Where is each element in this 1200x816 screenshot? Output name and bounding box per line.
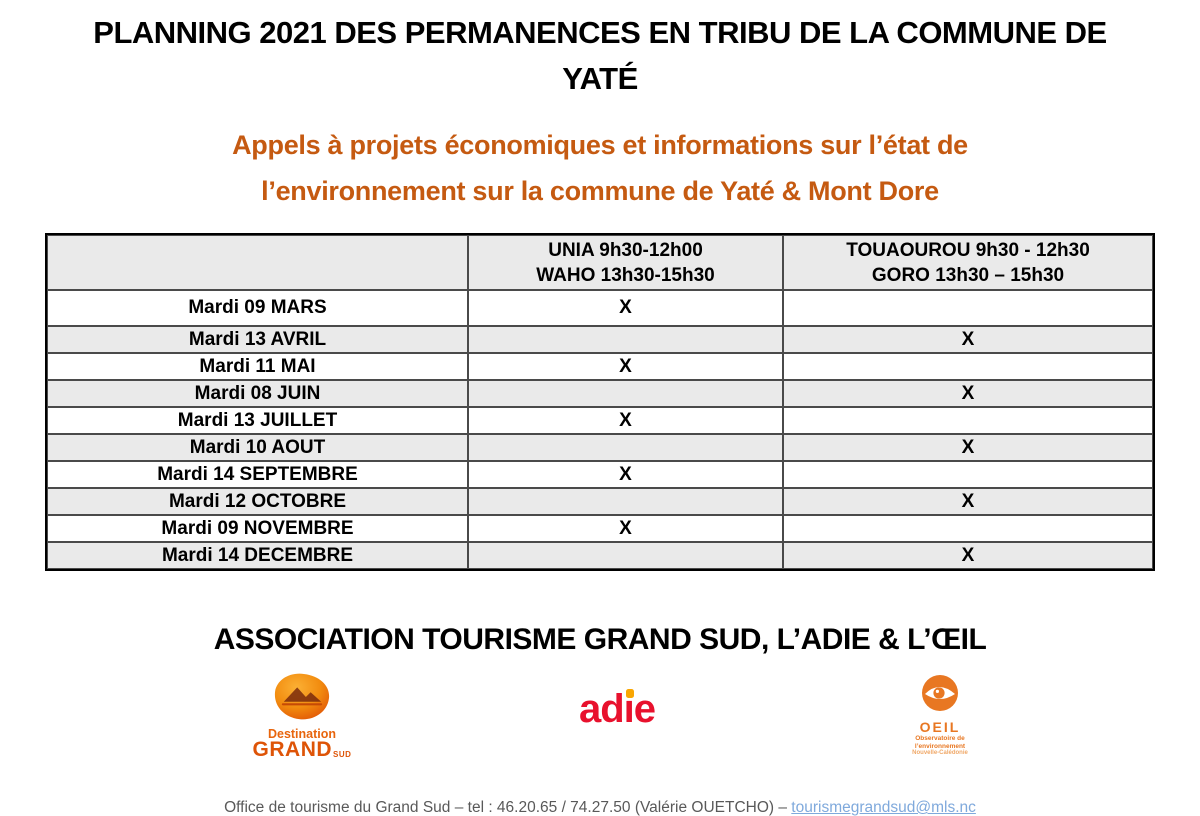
- header-goro-label: GORO 13h30 – 15h30: [871, 264, 1065, 286]
- date-cell: Mardi 11 MAI: [47, 353, 468, 380]
- adie-wordmark: adı e: [578, 687, 656, 731]
- date-cell: Mardi 14 DECEMBRE: [47, 542, 468, 569]
- oeil-subtitle-line3: Nouvelle-Calédonie: [912, 750, 968, 756]
- table-row-avril: Mardi 13 AVRIL X: [47, 326, 1153, 353]
- oeil-subtitle-line2: l’environnement: [914, 742, 966, 750]
- unia-waho-mark-cell: X: [468, 353, 783, 380]
- grand-sud-grand-label: GRANDSUD: [252, 738, 352, 761]
- oeil-subtitle-line1: Observatoire de: [915, 735, 965, 742]
- adie-i-dot-icon: [625, 689, 635, 698]
- header-unia-label: UNIA 9h30-12h00: [548, 239, 703, 261]
- logos-row: Destination GRANDSUD adı e OEIL Observato…: [0, 673, 1200, 765]
- table-row-juillet: Mardi 13 JUILLET X: [47, 407, 1153, 434]
- table-row-novembre: Mardi 09 NOVEMBRE X: [47, 515, 1153, 542]
- table-row-decembre: Mardi 14 DECEMBRE X: [47, 542, 1153, 569]
- date-cell: Mardi 13 AVRIL: [47, 326, 468, 353]
- date-cell: Mardi 12 OCTOBRE: [47, 488, 468, 515]
- grand-sud-sud-label: SUD: [333, 750, 352, 759]
- page-subtitle-line1: Appels à projets économiques et informat…: [232, 130, 968, 160]
- adie-logo: adı e: [562, 687, 672, 731]
- header-unia-waho-cell: UNIA 9h30-12h00 WAHO 13h30-15h30: [468, 235, 783, 290]
- page-title-line2: YATÉ: [562, 61, 638, 96]
- unia-waho-mark-cell: X: [468, 461, 783, 488]
- date-cell: Mardi 10 AOUT: [47, 434, 468, 461]
- date-cell: Mardi 09 NOVEMBRE: [47, 515, 468, 542]
- touaourou-goro-mark-cell: X: [783, 542, 1153, 569]
- touaourou-goro-mark-cell: X: [783, 326, 1153, 353]
- table-row-septembre: Mardi 14 SEPTEMBRE X: [47, 461, 1153, 488]
- planning-table: UNIA 9h30-12h00 WAHO 13h30-15h30 TOUAOUR…: [45, 233, 1155, 571]
- unia-waho-mark-cell: [468, 380, 783, 407]
- table-row-mai: Mardi 11 MAI X: [47, 353, 1153, 380]
- unia-waho-mark-cell: X: [468, 290, 783, 326]
- unia-waho-mark-cell: [468, 488, 783, 515]
- touaourou-goro-mark-cell: X: [783, 380, 1153, 407]
- table-header-row: UNIA 9h30-12h00 WAHO 13h30-15h30 TOUAOUR…: [47, 235, 1153, 290]
- date-cell: Mardi 09 MARS: [47, 290, 468, 326]
- header-dates-cell: [47, 235, 468, 290]
- date-cell: Mardi 08 JUIN: [47, 380, 468, 407]
- touaourou-goro-mark-cell: [783, 290, 1153, 326]
- date-cell: Mardi 13 JUILLET: [47, 407, 468, 434]
- unia-waho-mark-cell: [468, 326, 783, 353]
- page-title: PLANNING 2021 DES PERMANENCES EN TRIBU D…: [0, 10, 1200, 102]
- page-subtitle-line2: l’environnement sur la commune de Yaté &…: [261, 176, 939, 206]
- table-row-aout: Mardi 10 AOUT X: [47, 434, 1153, 461]
- association-heading: ASSOCIATION TOURISME GRAND SUD, L’ADIE &…: [213, 623, 987, 656]
- touaourou-goro-mark-cell: [783, 407, 1153, 434]
- email-link[interactable]: tourismegrandsud@mls.nc: [791, 799, 976, 816]
- touaourou-goro-mark-cell: [783, 461, 1153, 488]
- grand-sud-pebble-icon: [274, 673, 330, 720]
- touaourou-goro-mark-cell: X: [783, 488, 1153, 515]
- oeil-acronym-label: OEIL: [919, 719, 961, 735]
- touaourou-goro-mark-cell: [783, 353, 1153, 380]
- page-subtitle: Appels à projets économiques et informat…: [0, 122, 1200, 214]
- unia-waho-mark-cell: X: [468, 515, 783, 542]
- page-title-line1: PLANNING 2021 DES PERMANENCES EN TRIBU D…: [93, 15, 1107, 50]
- date-cell: Mardi 14 SEPTEMBRE: [47, 461, 468, 488]
- table-row-juin: Mardi 08 JUIN X: [47, 380, 1153, 407]
- table-row-octobre: Mardi 12 OCTOBRE X: [47, 488, 1153, 515]
- document-page: PLANNING 2021 DES PERMANENCES EN TRIBU D…: [0, 10, 1200, 816]
- grand-sud-destination-label: Destination: [267, 727, 337, 741]
- oeil-logo: OEIL Observatoire de l’environnement Nou…: [898, 673, 982, 757]
- unia-waho-mark-cell: [468, 542, 783, 569]
- unia-waho-mark-cell: [468, 434, 783, 461]
- table-row-mars: Mardi 09 MARS X: [47, 290, 1153, 326]
- footer-contact-text: Office de tourisme du Grand Sud – tel : …: [224, 799, 792, 816]
- header-touaourou-label: TOUAOUROU 9h30 - 12h30: [846, 239, 1090, 261]
- destination-grand-sud-logo: Destination GRANDSUD: [252, 673, 352, 764]
- header-touaourou-goro-cell: TOUAOUROU 9h30 - 12h30 GORO 13h30 – 15h3…: [783, 235, 1153, 290]
- unia-waho-mark-cell: X: [468, 407, 783, 434]
- oeil-eye-icon: [922, 675, 958, 711]
- footer-contact: Office de tourisme du Grand Sud – tel : …: [0, 799, 1200, 816]
- header-waho-label: WAHO 13h30-15h30: [536, 264, 715, 286]
- touaourou-goro-mark-cell: [783, 515, 1153, 542]
- touaourou-goro-mark-cell: X: [783, 434, 1153, 461]
